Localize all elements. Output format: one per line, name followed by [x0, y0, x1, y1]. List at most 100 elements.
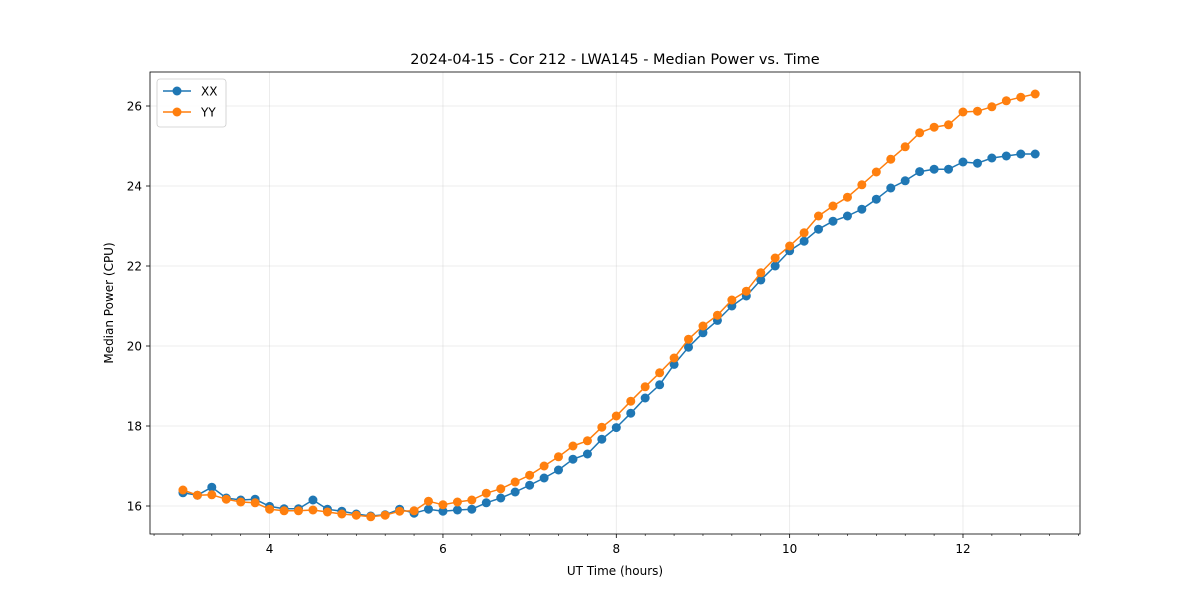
- data-point-yy: [900, 142, 910, 152]
- data-point-yy: [857, 180, 867, 190]
- data-point-yy: [192, 490, 202, 500]
- data-point-yy: [669, 353, 679, 363]
- x-tick-label: 12: [955, 542, 970, 556]
- data-point-yy: [366, 512, 376, 522]
- data-point-xx: [799, 236, 809, 246]
- x-tick-label: 10: [782, 542, 797, 556]
- data-point-yy: [626, 396, 636, 406]
- legend-marker-xx: [172, 86, 182, 96]
- data-point-yy: [929, 122, 939, 132]
- data-point-yy: [568, 441, 578, 451]
- data-point-yy: [525, 470, 535, 480]
- data-point-yy: [741, 286, 751, 296]
- data-point-xx: [1030, 149, 1040, 159]
- data-point-yy: [915, 128, 925, 138]
- data-point-xx: [915, 167, 925, 177]
- data-point-xx: [842, 211, 852, 221]
- data-point-yy: [842, 192, 852, 202]
- ticks: 4 6 8 10 12 16 18 20 22 24 26: [127, 100, 1079, 556]
- y-axis-label: Median Power (CPU): [102, 242, 116, 363]
- data-point-yy: [684, 334, 693, 344]
- data-point-yy: [236, 497, 246, 507]
- data-point-yy: [655, 368, 665, 378]
- data-point-yy: [828, 201, 838, 211]
- axes-frame: [149, 71, 1081, 535]
- data-point-xx: [597, 434, 607, 444]
- data-point-yy: [351, 510, 361, 520]
- data-point-yy: [944, 120, 954, 130]
- data-point-yy: [250, 498, 260, 508]
- legend: XX YY: [156, 78, 227, 128]
- y-tick-label: 18: [127, 420, 142, 434]
- data-point-xx: [1001, 151, 1011, 161]
- legend-label-xx: XX: [201, 85, 217, 99]
- data-point-xx: [467, 504, 477, 514]
- data-point-yy: [1001, 96, 1011, 106]
- data-point-yy: [785, 241, 795, 251]
- y-tick-label: 16: [127, 500, 142, 514]
- data-point-yy: [337, 509, 347, 519]
- data-point-xx: [553, 465, 563, 475]
- data-point-xx: [684, 342, 693, 352]
- data-point-yy: [597, 422, 607, 432]
- legend-marker-yy: [172, 107, 182, 117]
- data-point-yy: [409, 506, 419, 516]
- data-point-xx: [496, 493, 506, 503]
- data-point-xx: [438, 506, 448, 516]
- data-point-yy: [539, 461, 549, 471]
- data-point-xx: [568, 454, 578, 464]
- data-point-yy: [640, 382, 650, 392]
- y-tick-label: 20: [127, 340, 142, 354]
- data-point-xx: [611, 423, 621, 433]
- series-yy: [178, 89, 1040, 522]
- x-tick-label: 6: [439, 542, 447, 556]
- data-point-yy: [322, 507, 332, 517]
- data-point-xx: [510, 487, 520, 497]
- x-axis-label: UT Time (hours): [567, 564, 663, 578]
- data-point-yy: [756, 268, 766, 278]
- data-point-xx: [987, 153, 997, 163]
- data-point-yy: [293, 506, 303, 516]
- data-point-xx: [814, 224, 824, 234]
- data-point-yy: [698, 321, 708, 331]
- data-point-xx: [900, 176, 910, 186]
- data-point-yy: [886, 154, 896, 164]
- data-point-yy: [279, 506, 289, 516]
- data-point-xx: [871, 194, 881, 204]
- data-point-xx: [207, 482, 217, 492]
- data-point-xx: [655, 380, 665, 390]
- data-point-xx: [308, 495, 318, 505]
- data-point-xx: [525, 480, 535, 490]
- data-point-yy: [958, 107, 968, 117]
- data-point-yy: [799, 228, 809, 238]
- data-point-yy: [395, 506, 405, 516]
- data-point-xx: [669, 359, 679, 369]
- data-point-xx: [972, 158, 982, 168]
- x-tick-label: 4: [266, 542, 274, 556]
- data-point-yy: [438, 500, 448, 510]
- data-point-xx: [886, 183, 896, 193]
- data-point-xx: [452, 505, 462, 515]
- data-point-xx: [857, 204, 867, 214]
- chart-title: 2024-04-15 - Cor 212 - LWA145 - Median P…: [410, 52, 819, 68]
- data-point-yy: [510, 477, 520, 487]
- series-layer: [178, 89, 1040, 522]
- legend-item-yy: YY: [163, 106, 216, 120]
- data-point-yy: [727, 295, 737, 305]
- x-tick-label: 8: [612, 542, 620, 556]
- data-point-yy: [481, 488, 491, 498]
- data-point-yy: [265, 504, 275, 514]
- data-point-yy: [207, 490, 217, 500]
- data-point-xx: [1016, 149, 1026, 159]
- data-point-yy: [423, 496, 433, 506]
- data-point-yy: [987, 102, 997, 112]
- data-point-xx: [770, 261, 780, 271]
- data-point-yy: [611, 411, 621, 421]
- data-point-yy: [496, 484, 506, 494]
- data-point-yy: [380, 510, 390, 520]
- data-point-xx: [929, 164, 939, 174]
- legend-label-yy: YY: [200, 106, 216, 120]
- data-point-yy: [814, 211, 824, 221]
- y-tick-label: 22: [127, 260, 142, 274]
